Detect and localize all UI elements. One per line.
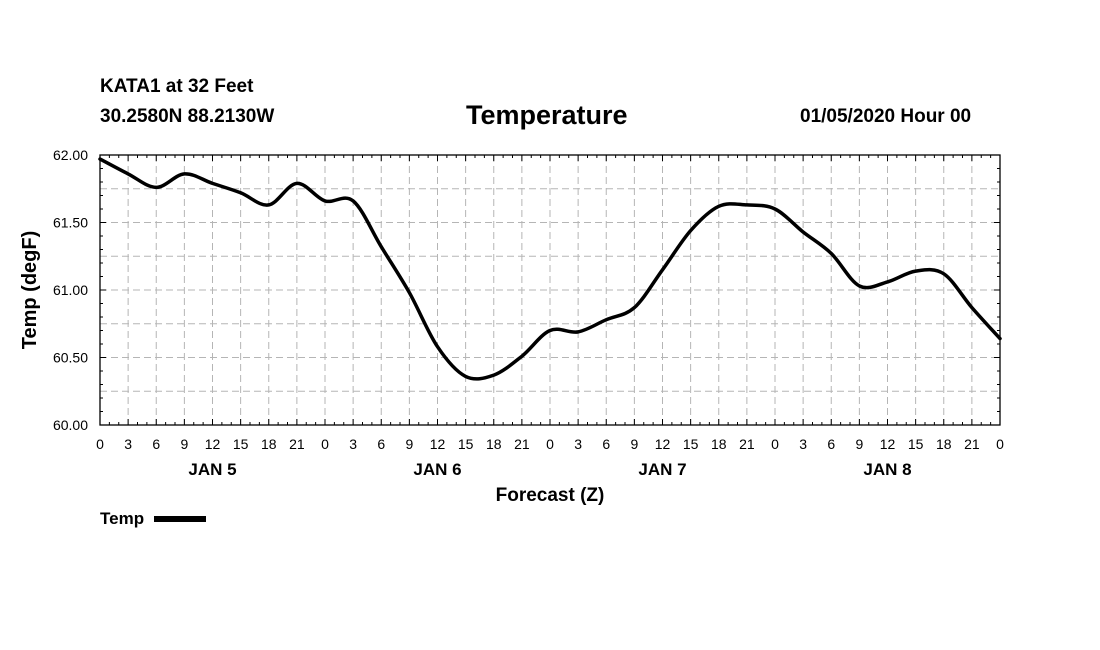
legend: Temp [100,509,207,529]
legend-label: Temp [100,509,145,528]
x-tick-label: 0 [321,436,329,452]
x-tick-label: 6 [827,436,835,452]
x-tick-label: 9 [855,436,863,452]
x-tick-label: 9 [180,436,188,452]
y-tick-label: 61.00 [53,282,88,298]
x-tick-label: 6 [377,436,385,452]
day-label: JAN 6 [413,460,461,479]
x-tick-label: 3 [349,436,357,452]
y-tick-label: 60.00 [53,417,88,433]
x-axis-title: Forecast (Z) [496,485,605,506]
x-tick-label: 15 [683,436,699,452]
x-tick-label: 15 [233,436,249,452]
x-tick-label: 6 [602,436,610,452]
x-tick-label: 12 [430,436,446,452]
x-tick-label: 21 [289,436,305,452]
x-tick-label: 9 [405,436,413,452]
x-tick-label: 12 [880,436,896,452]
legend-line-swatch [154,516,207,522]
issued-time-label: 01/05/2020 Hour 00 [800,106,972,127]
x-tick-label: 21 [514,436,530,452]
x-tick-label: 0 [771,436,779,452]
x-tick-label: 15 [458,436,474,452]
x-tick-label: 18 [486,436,502,452]
axis-layer [99,154,1001,426]
x-tick-label: 18 [711,436,727,452]
day-label: JAN 7 [638,460,686,479]
x-tick-label: 12 [205,436,221,452]
x-tick-label: 18 [936,436,952,452]
y-tick-label: 62.00 [53,147,88,163]
x-tick-label: 21 [964,436,980,452]
x-tick-label: 21 [739,436,755,452]
temp-series-line [98,157,1002,381]
x-tick-label: 3 [124,436,132,452]
x-tick-label: 0 [996,436,1004,452]
x-tick-label: 3 [574,436,582,452]
y-tick-label: 60.50 [53,350,88,366]
x-tick-label: 3 [799,436,807,452]
chart-title: Temperature [466,100,628,130]
x-tick-label: 9 [630,436,638,452]
coordinates-label: 30.2580N 88.2130W [100,106,275,127]
y-axis-title: Temp (degF) [19,231,41,350]
x-tick-label: 18 [261,436,277,452]
grid-layer [100,155,1000,425]
y-tick-label: 61.50 [53,215,88,231]
x-tick-label: 15 [908,436,924,452]
label-layer: 0 3 6 9 12 15 18 21 0 3 6 9 12 15 18 21 0 3 6 9 12 15 18 21 0 3 6 9… [19,147,1004,506]
station-label: KATA1 at 32 Feet [100,76,254,97]
x-tick-label: 0 [546,436,554,452]
day-label: JAN 5 [188,460,236,479]
series-layer [98,157,1002,381]
x-tick-label: 12 [655,436,671,452]
day-label: JAN 8 [863,460,911,479]
x-tick-label: 0 [96,436,104,452]
x-tick-label: 6 [152,436,160,452]
